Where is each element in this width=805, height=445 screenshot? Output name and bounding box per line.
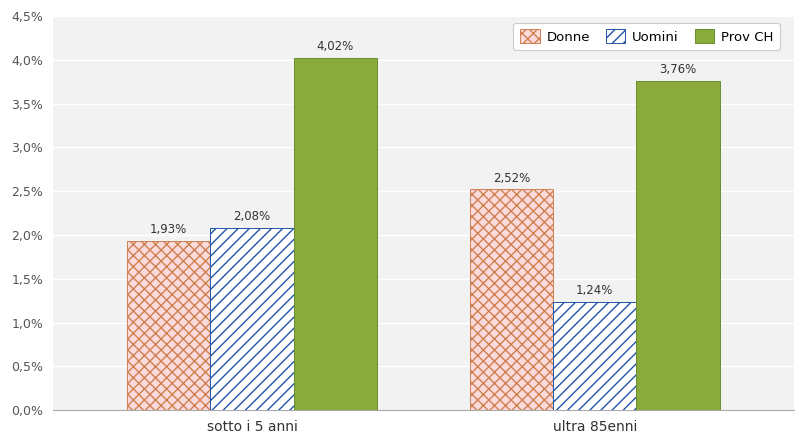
Text: 3,76%: 3,76% — [659, 63, 696, 76]
Bar — [553, 302, 637, 410]
Text: 4,02%: 4,02% — [316, 40, 354, 53]
Bar — [637, 81, 720, 410]
Text: 1,24%: 1,24% — [576, 284, 613, 297]
Text: 2,08%: 2,08% — [233, 210, 270, 223]
Bar — [127, 241, 210, 410]
Bar — [210, 228, 294, 410]
Text: 1,93%: 1,93% — [150, 223, 188, 236]
Bar — [294, 58, 377, 410]
Text: 2,52%: 2,52% — [493, 172, 530, 185]
Bar — [469, 190, 553, 410]
Legend: Donne, Uomini, Prov CH: Donne, Uomini, Prov CH — [514, 23, 780, 50]
